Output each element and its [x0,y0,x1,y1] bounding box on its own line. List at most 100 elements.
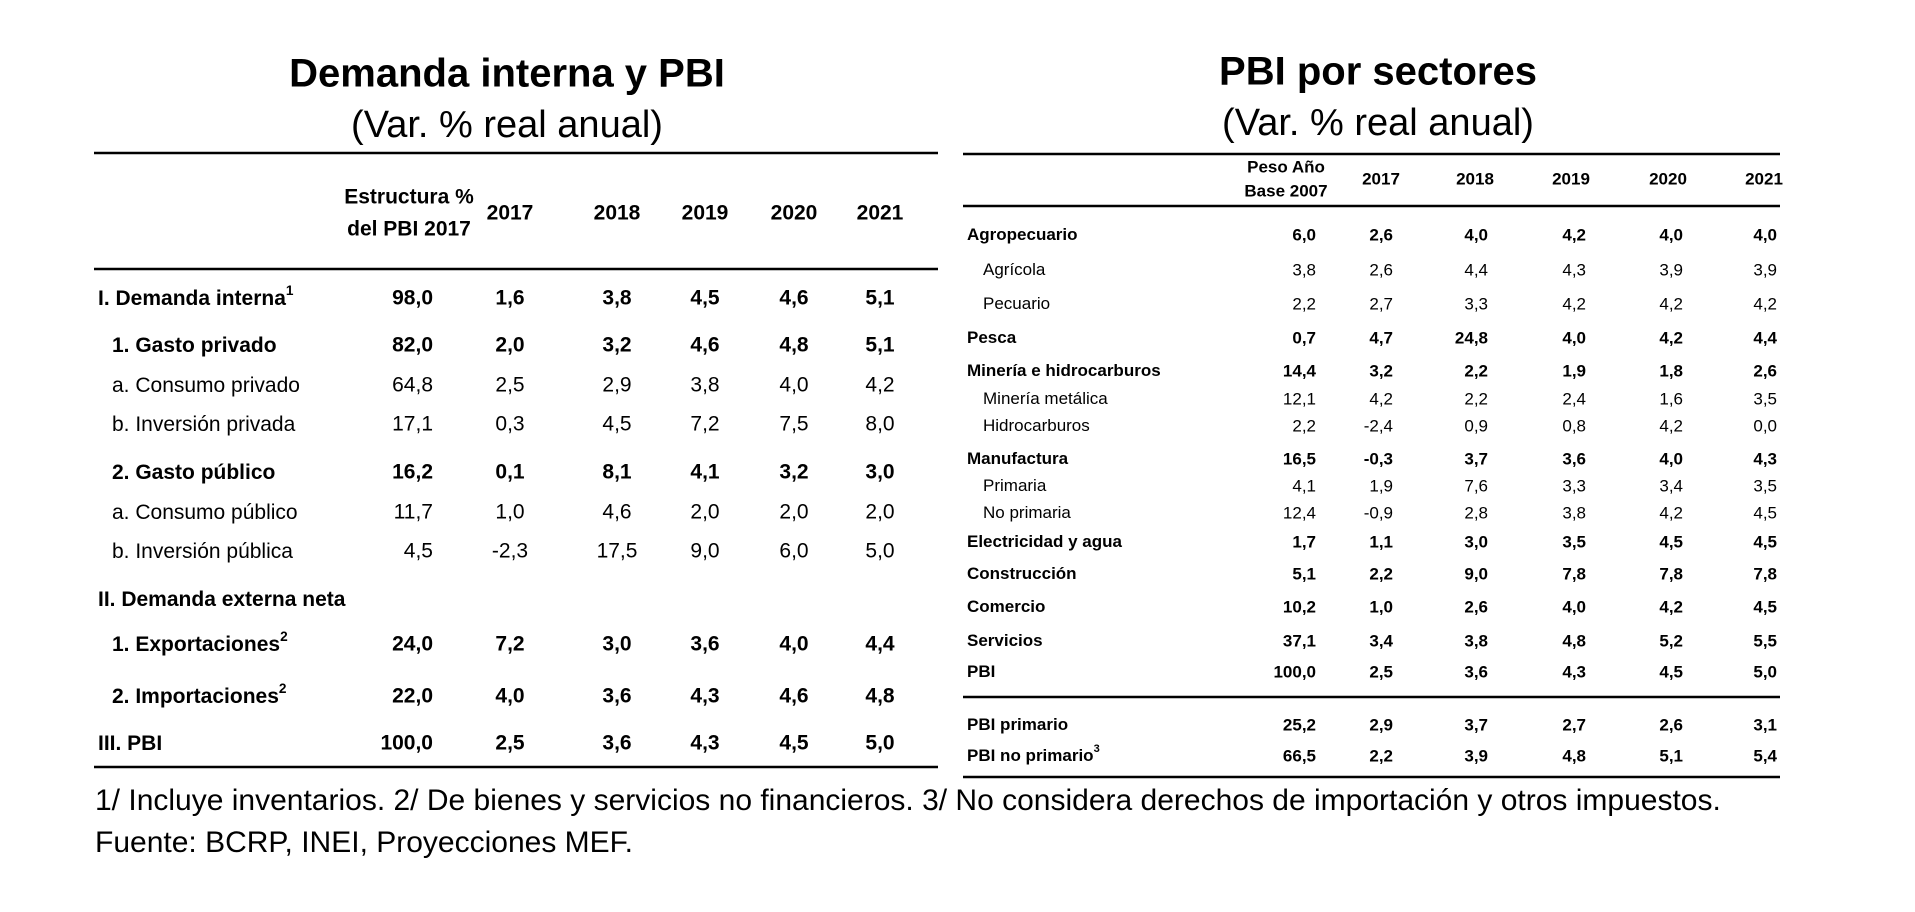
cell-value: 24,0 [392,633,433,656]
label-text: Construcción [967,564,1077,583]
cell-value: 12,4 [1283,503,1316,522]
cell-value: 4,5 [1659,662,1683,681]
cell-value: 1,0 [495,501,524,524]
cell-value: 7,2 [495,633,524,656]
cell-value: 2,2 [1464,389,1488,408]
cell-value: 2,5 [495,374,524,397]
cell-value: 4,2 [1659,597,1683,616]
label-text: a. Consumo público [112,501,298,524]
cell-value: 7,5 [779,413,808,436]
label-text: 1. Gasto privado [112,334,277,357]
left-title: Demanda interna y PBI [289,52,725,96]
cell-value: 3,3 [1562,476,1586,495]
row-label: 2. Gasto público [112,461,275,484]
cell-value: 3,0 [865,461,894,484]
cell-value: 4,0 [1659,225,1683,244]
cell-value: 37,1 [1283,631,1316,650]
cell-value: 8,1 [602,461,632,484]
cell-value: 4,8 [865,685,895,708]
cell-value: 4,3 [1753,449,1777,468]
cell-value: 1,9 [1562,361,1586,380]
right-title: PBI por sectores [1219,50,1537,94]
superscript: 1 [286,283,294,298]
column-header: Peso Año [1247,157,1325,176]
label-text: a. Consumo privado [112,374,300,397]
cell-value: 3,1 [1753,715,1777,734]
cell-value: 3,0 [1464,532,1488,551]
cell-value: 4,7 [1369,328,1393,347]
cell-value: 4,8 [1562,631,1586,650]
row-label: PBI primario [967,715,1068,734]
cell-value: 1,6 [495,287,524,310]
cell-value: 2,0 [690,501,719,524]
cell-value: 22,0 [392,685,433,708]
cell-value: 2,6 [1753,361,1777,380]
cell-value: 2,7 [1369,294,1393,313]
cell-value: 4,2 [1562,225,1586,244]
label-text: Electricidad y agua [967,532,1122,551]
cell-value: 5,2 [1659,631,1683,650]
cell-value: 2,0 [779,501,808,524]
cell-value: 6,0 [779,540,808,563]
cell-value: -2,3 [492,540,528,563]
cell-value: 2,7 [1562,715,1586,734]
cell-value: 3,7 [1464,715,1488,734]
cell-value: 4,6 [690,334,719,357]
cell-value: 4,5 [779,732,809,755]
label-text: III. PBI [98,732,162,755]
label-text: Servicios [967,631,1043,650]
label-text: Comercio [967,597,1045,616]
cell-value: 2,2 [1292,294,1316,313]
cell-value: 4,0 [1753,225,1777,244]
cell-value: 5,5 [1753,631,1777,650]
cell-value: 7,6 [1464,476,1488,495]
row-label: PBI no primario3 [967,743,1100,766]
column-header: 2019 [1552,169,1590,188]
superscript: 3 [1094,743,1100,755]
row-label: III. PBI [98,732,162,755]
cell-value: 1,8 [1659,361,1683,380]
label-text: Primaria [983,476,1047,495]
cell-value: 4,6 [602,501,631,524]
row-label: a. Consumo público [112,501,298,524]
cell-value: 7,8 [1562,564,1586,583]
cell-value: 3,8 [602,287,632,310]
column-header: 2019 [682,202,729,225]
cell-value: 4,3 [1562,260,1586,279]
cell-value: 4,3 [1562,662,1586,681]
cell-value: 3,8 [690,374,719,397]
label-text: Agropecuario [967,225,1078,244]
column-header: Base 2007 [1244,181,1327,200]
label-text: No primaria [983,503,1071,522]
cell-value: 5,4 [1753,746,1777,765]
cell-value: 2,2 [1369,564,1393,583]
cell-value: 11,7 [394,501,433,524]
cell-value: 4,0 [779,374,808,397]
column-header: del PBI 2017 [347,218,471,241]
cell-value: 4,2 [1659,416,1683,435]
cell-value: 1,0 [1369,597,1393,616]
cell-value: 5,1 [1659,746,1683,765]
column-header: 2017 [487,202,534,225]
row-label: Minería e hidrocarburos [967,361,1161,380]
cell-value: 4,8 [1562,746,1586,765]
cell-value: 4,2 [1659,503,1683,522]
row-label: Comercio [967,597,1045,616]
cell-value: 3,2 [779,461,808,484]
cell-value: 9,0 [1464,564,1488,583]
label-text: 2. Importaciones [112,685,279,708]
cell-value: 4,5 [1753,503,1777,522]
cell-value: -0,3 [1364,449,1393,468]
cell-value: 4,5 [1659,532,1683,551]
label-text: Pecuario [983,294,1050,313]
cell-value: 4,2 [1369,389,1393,408]
cell-value: 2,6 [1369,225,1393,244]
cell-value: 4,1 [1292,476,1316,495]
cell-value: 4,3 [690,732,719,755]
cell-value: 5,1 [865,287,895,310]
cell-value: 24,8 [1455,328,1488,347]
cell-value: 5,1 [1292,564,1316,583]
cell-value: 3,5 [1753,389,1777,408]
cell-value: 7,8 [1753,564,1777,583]
